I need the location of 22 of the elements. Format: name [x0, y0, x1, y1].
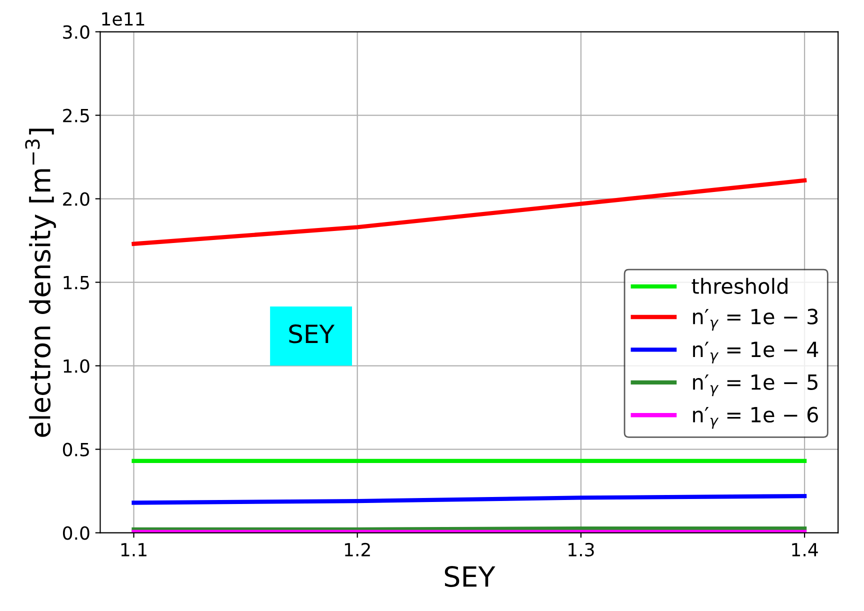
legend-label: n′$_{γ}$ = 1e − 5	[693, 374, 818, 396]
legend-label: n′$_{γ}$ = 1e − 3	[693, 308, 818, 331]
annotation: SEY	[289, 324, 335, 344]
y-tick-label: 3.0	[63, 25, 90, 39]
legend-label: n′$_{γ}$ = 1e − 4	[693, 342, 818, 364]
y-tick-label: 2.5	[63, 108, 89, 122]
line-series	[132, 494, 807, 505]
y-axis-title: electron density [m$^{−3}$]	[25, 128, 56, 437]
y-tick-label: 1.5	[64, 276, 89, 290]
x-tick-label: 1.4	[792, 543, 818, 556]
legend-label: threshold	[692, 278, 788, 294]
y-tick-label: 0.5	[62, 442, 89, 456]
x-tick-label: 1.3	[568, 542, 594, 556]
x-tick-label: 1.2	[344, 542, 370, 556]
x-tick-label: 1.1	[121, 543, 146, 556]
y-tick-label: 2.0	[63, 192, 90, 206]
text: 1e11	[102, 12, 144, 26]
y-tick-label: 1.0	[64, 359, 90, 373]
legend-label: n′$_{γ}$ = 1e − 6	[693, 406, 818, 429]
x-axis-title: SEY	[444, 566, 496, 588]
line-series	[132, 178, 807, 246]
y-tick-label: 0.0	[62, 526, 90, 540]
